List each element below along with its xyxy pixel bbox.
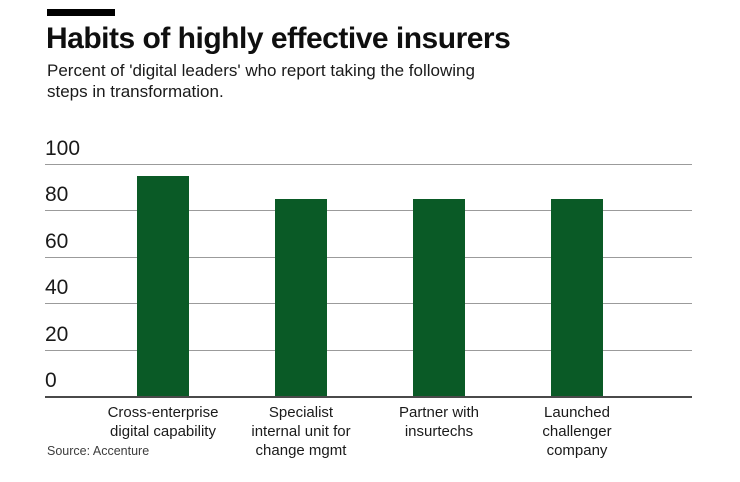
gridline-y40 — [45, 303, 692, 304]
gridline-y20 — [45, 350, 692, 351]
gridline-y60 — [45, 257, 692, 258]
bar-1 — [137, 175, 189, 396]
y-tick-label-0: 0 — [45, 369, 57, 392]
bar-3 — [413, 198, 465, 396]
category-label-2: Specialist internal unit for change mgmt — [251, 404, 351, 459]
gridline-y100 — [45, 164, 692, 165]
category-label-3: Partner with insurtechs — [398, 404, 480, 440]
gridline-y80 — [45, 210, 692, 211]
bar-4 — [551, 198, 603, 396]
top-accent-rule — [47, 9, 115, 16]
y-tick-label-100: 100 — [45, 137, 81, 160]
y-tick-label-80: 80 — [45, 183, 69, 206]
chart-subtitle: Percent of 'digital leaders' who report … — [47, 61, 475, 101]
bar-2 — [275, 198, 327, 396]
source-attribution: Source: Accenture — [47, 444, 150, 458]
category-label-4: Launched challenger company — [542, 404, 612, 459]
category-label-1: Cross-enterprise digital capability — [107, 404, 219, 440]
y-tick-label-60: 60 — [45, 230, 69, 253]
chart-title: Habits of highly effective insurers — [46, 22, 511, 55]
x-axis-baseline — [45, 396, 692, 398]
y-tick-label-40: 40 — [45, 276, 69, 299]
y-tick-label-20: 20 — [45, 323, 69, 346]
